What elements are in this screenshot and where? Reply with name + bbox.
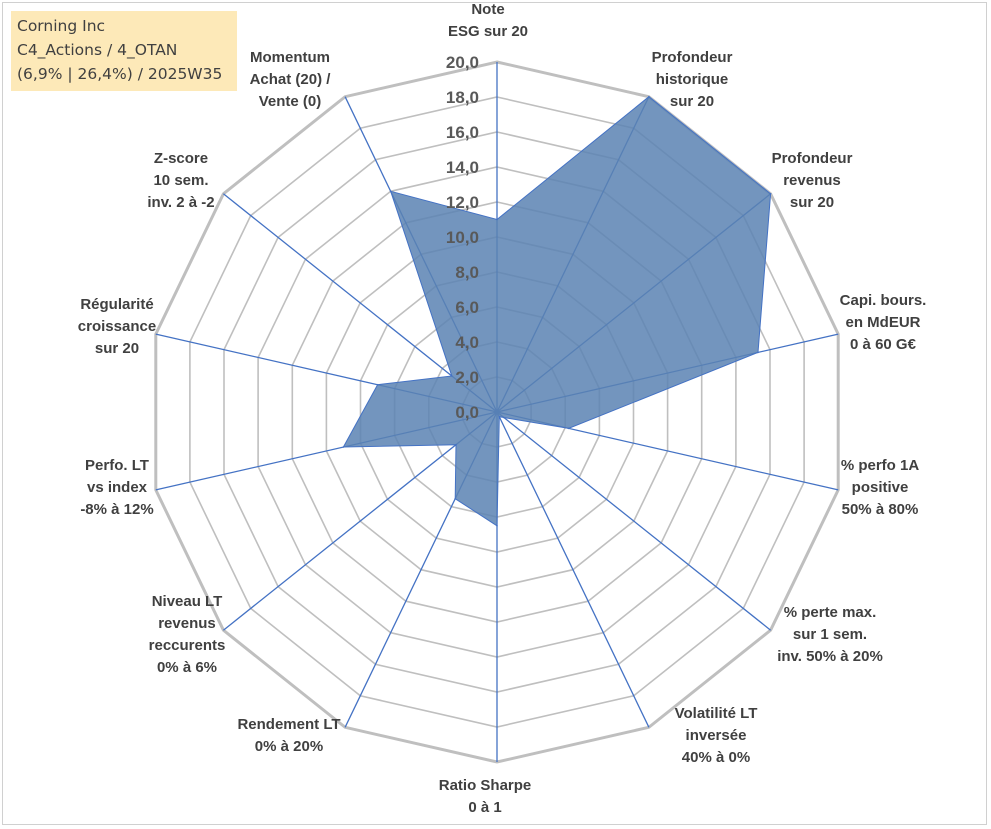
performance-week: (6,9% | 26,4%) / 2025W35 (17, 65, 223, 83)
series-point (498, 415, 501, 418)
series-point (389, 190, 392, 193)
radar-axis-labels: Note ESG sur 20 Profondeur historique sur 20… (78, 1, 927, 816)
series-point (496, 218, 498, 221)
axis-spoke (222, 411, 498, 631)
axis-label: Profondeur historique sur 20 (652, 49, 733, 110)
series-point (648, 95, 650, 98)
tick-label: 12,0 (446, 193, 479, 212)
series-point (451, 375, 453, 377)
axis-label: Z-score 10 sem. inv. 2 à -2 (147, 150, 214, 211)
series-point (376, 383, 379, 386)
tick-label: 4,0 (455, 333, 479, 352)
series-point (455, 443, 457, 446)
axis-label: Ratio Sharpe 0 à 1 (439, 777, 532, 816)
company-name: Corning Inc (17, 17, 106, 35)
portfolio-category: C4_Actions / 4_OTAN (17, 41, 178, 59)
tick-label: 6,0 (455, 298, 479, 317)
tick-label: 14,0 (446, 158, 479, 177)
axis-label: Profondeur revenus sur 20 (772, 150, 853, 211)
axis-spoke (496, 411, 772, 631)
radar-series (342, 95, 772, 527)
series-point (769, 193, 772, 195)
tick-label: 2,0 (455, 368, 479, 387)
series-point (567, 427, 570, 430)
tick-label: 20,0 (446, 53, 479, 72)
tick-label: 16,0 (446, 123, 479, 142)
axis-label: Capi. bours. en MdEUR 0 à 60 G€ (840, 292, 927, 353)
series-point (454, 497, 457, 500)
axis-label: Niveau LT revenus reccurents 0% à 6% (149, 593, 226, 676)
axis-label: % perfo 1A positive 50% à 80% (841, 457, 920, 518)
axis-label: Note ESG sur 20 (448, 1, 528, 40)
series-point (503, 416, 505, 419)
axis-label: Perfo. LT vs index -8% à 12% (80, 457, 153, 518)
axis-label: Volatilité LT inversée 40% à 0% (675, 705, 758, 766)
series-point (757, 351, 759, 354)
axis-label: % perte max. sur 1 sem. inv. 50% à 20% (777, 604, 883, 665)
axis-label: Rendement LT 0% à 20% (237, 716, 340, 755)
tick-label: 10,0 (446, 228, 479, 247)
tick-label: 18,0 (446, 88, 479, 107)
tick-label: 0,0 (455, 403, 479, 422)
axis-label: Régularité croissance sur 20 (78, 296, 156, 357)
series-point (342, 446, 345, 448)
axis-spoke (496, 411, 650, 728)
info-box: Corning Inc C4_Actions / 4_OTAN (6,9% | … (11, 11, 237, 91)
series-point (496, 525, 498, 527)
radar-tick-labels: 0,0 2,0 4,0 6,0 8,0 10,0 12,0 14,0 16,0 18,0 20,0 (446, 53, 479, 422)
tick-label: 8,0 (455, 263, 479, 282)
axis-label: Momentum Achat (20) / Vente (0) (250, 49, 332, 110)
